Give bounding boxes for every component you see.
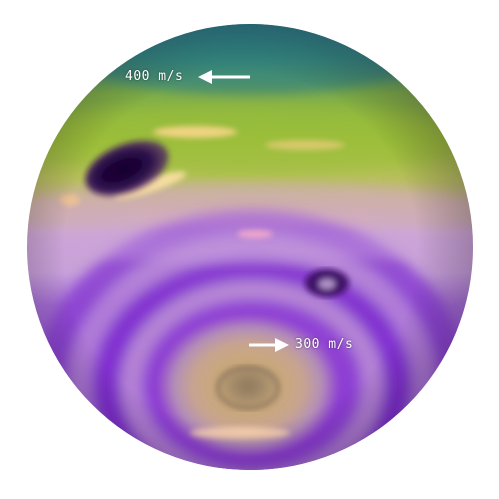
wind-speed-label-bottom: 300 m/s [295,337,354,352]
limb-shading [27,24,473,470]
arrow-left-icon [198,70,250,84]
wind-speed-label-top: 400 m/s [125,69,184,84]
arrow-right-icon [249,338,289,352]
